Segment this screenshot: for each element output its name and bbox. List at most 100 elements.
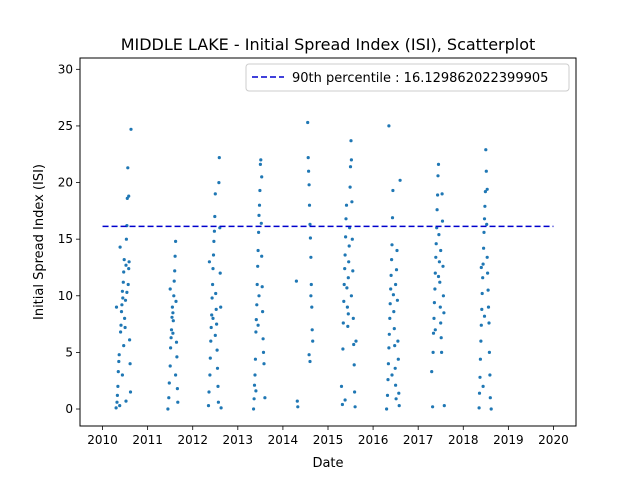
y-tick-label: 25: [58, 119, 73, 133]
data-point: [432, 316, 436, 320]
data-point: [350, 200, 354, 204]
data-point: [435, 208, 439, 212]
data-point: [440, 192, 444, 196]
data-point: [215, 322, 219, 326]
data-point: [261, 350, 266, 354]
data-point: [480, 307, 484, 311]
data-point: [207, 260, 211, 264]
x-tick-label: 2011: [132, 433, 163, 447]
data-point: [209, 325, 213, 330]
data-point: [171, 311, 175, 315]
data-point: [346, 312, 350, 316]
data-point: [118, 245, 122, 249]
data-point: [116, 384, 120, 388]
data-point: [351, 316, 355, 320]
data-point: [216, 384, 220, 388]
data-point: [258, 188, 262, 193]
data-point: [217, 181, 221, 185]
data-point: [128, 362, 132, 366]
data-point: [127, 260, 131, 264]
data-point: [219, 406, 223, 410]
data-point: [387, 346, 391, 350]
data-point: [432, 301, 436, 305]
data-point: [477, 406, 481, 410]
data-point: [395, 248, 399, 253]
data-point: [263, 396, 267, 400]
data-point: [343, 253, 347, 257]
data-point: [127, 194, 131, 198]
data-point: [391, 293, 395, 297]
data-point: [294, 279, 298, 283]
data-point: [433, 271, 437, 275]
data-point: [347, 244, 351, 248]
data-point: [253, 373, 257, 377]
data-point: [348, 185, 352, 189]
data-point: [167, 381, 171, 385]
data-point: [489, 407, 493, 411]
data-point: [307, 353, 311, 357]
data-point: [117, 353, 121, 357]
data-point: [174, 239, 178, 243]
data-point: [309, 255, 313, 259]
data-point: [216, 400, 220, 404]
data-point: [481, 384, 485, 388]
y-axis-label: Initial Spread Index (ISI): [32, 164, 47, 320]
data-point: [440, 350, 444, 354]
data-point: [310, 305, 314, 309]
data-point: [353, 405, 357, 409]
data-point: [387, 332, 391, 336]
data-point: [174, 299, 178, 303]
data-point: [252, 407, 256, 411]
data-point: [260, 254, 264, 258]
data-point: [344, 203, 349, 207]
data-point: [352, 363, 356, 367]
data-point: [486, 271, 490, 275]
data-point: [309, 282, 313, 287]
data-point: [486, 305, 491, 309]
data-point: [129, 127, 133, 131]
data-point: [306, 120, 310, 125]
data-point: [126, 166, 130, 170]
data-point: [211, 267, 215, 271]
data-point: [309, 294, 313, 298]
data-point: [171, 319, 175, 323]
data-point: [209, 339, 213, 343]
data-point: [393, 344, 397, 348]
data-point: [174, 373, 178, 377]
legend: 90th percentile : 16.129862022399905: [245, 63, 570, 92]
data-point: [441, 264, 445, 268]
data-point: [212, 239, 216, 243]
data-point: [168, 287, 172, 291]
x-axis: 2010 2011 2012 2013 2014 2015 2016 2017 2018 2019…: [87, 426, 569, 447]
data-point: [438, 305, 442, 309]
data-point: [389, 287, 393, 291]
data-point: [213, 214, 217, 219]
x-axis-label: Date: [312, 456, 343, 471]
data-point: [119, 323, 123, 327]
legend-box: [245, 63, 570, 92]
data-point: [386, 362, 390, 366]
data-point: [307, 203, 312, 207]
data-point: [207, 390, 211, 394]
data-point: [398, 178, 402, 182]
data-point: [351, 269, 355, 273]
data-point: [390, 216, 395, 220]
data-point: [252, 383, 257, 387]
data-point: [486, 288, 490, 292]
data-point: [385, 393, 390, 397]
data-point: [483, 190, 487, 194]
data-point: [208, 356, 212, 360]
data-point: [114, 305, 119, 309]
legend-label: 90th percentile : 16.129862022399905: [292, 71, 548, 86]
x-tick-label: 2017: [403, 433, 434, 447]
y-tick-label: 30: [58, 62, 73, 76]
data-point: [173, 269, 177, 273]
data-point: [214, 307, 218, 311]
data-point: [254, 389, 258, 393]
y-axis: 0 5 10 15 20 25 30: [58, 62, 80, 416]
data-point: [484, 148, 488, 152]
data-point: [219, 305, 223, 309]
data-point: [262, 362, 266, 366]
data-point: [254, 318, 258, 322]
data-point: [353, 390, 357, 394]
